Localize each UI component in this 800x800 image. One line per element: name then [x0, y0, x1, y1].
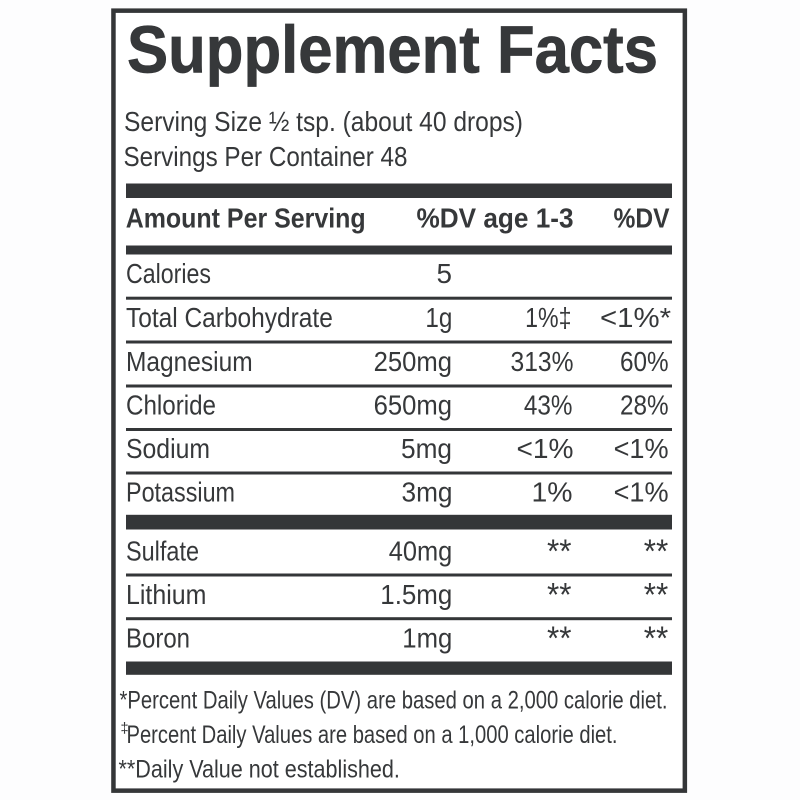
- svg-text:1%: 1%: [532, 477, 573, 508]
- svg-text:3mg: 3mg: [402, 477, 453, 508]
- svg-text:**: **: [547, 576, 572, 613]
- svg-text:**Daily Value not established.: **Daily Value not established.: [119, 755, 400, 783]
- svg-text:1%‡: 1%‡: [525, 302, 571, 333]
- svg-text:<1%: <1%: [614, 477, 669, 508]
- svg-text:40mg: 40mg: [389, 536, 453, 567]
- svg-text:1mg: 1mg: [402, 623, 452, 654]
- svg-text:60%: 60%: [620, 346, 669, 377]
- svg-text:**: **: [644, 532, 669, 569]
- svg-text:Amount Per Serving: Amount Per Serving: [126, 202, 366, 233]
- svg-text:Sodium: Sodium: [126, 433, 210, 464]
- svg-text:5mg: 5mg: [401, 433, 452, 464]
- svg-text:<1%*: <1%*: [600, 302, 671, 333]
- svg-text:43%: 43%: [524, 390, 573, 421]
- svg-text:%DV age 1-3: %DV age 1-3: [417, 202, 574, 233]
- svg-text:<1%: <1%: [614, 433, 669, 464]
- svg-text:%DV: %DV: [614, 202, 671, 233]
- svg-text:28%: 28%: [620, 390, 669, 421]
- svg-text:Potassium: Potassium: [126, 477, 235, 508]
- svg-text:Total Carbohydrate: Total Carbohydrate: [126, 302, 333, 333]
- svg-text:Calories: Calories: [126, 258, 211, 289]
- svg-text:5: 5: [437, 258, 453, 289]
- svg-text:1.5mg: 1.5mg: [380, 579, 452, 610]
- svg-text:*Percent Daily Values (DV) are: *Percent Daily Values (DV) are based on …: [120, 686, 668, 714]
- svg-text:**: **: [547, 532, 572, 569]
- svg-text:<1%: <1%: [517, 433, 574, 464]
- svg-text:‡: ‡: [121, 721, 129, 737]
- svg-text:Lithium: Lithium: [126, 579, 206, 610]
- svg-text:**: **: [547, 620, 572, 657]
- svg-text:Serving Size ½ tsp. (about 40: Serving Size ½ tsp. (about 40 drops): [124, 106, 523, 137]
- svg-text:Magnesium: Magnesium: [126, 346, 253, 377]
- svg-text:**: **: [644, 576, 669, 613]
- svg-text:1g: 1g: [425, 302, 452, 333]
- svg-text:Percent Daily Values are based: Percent Daily Values are based on a 1,00…: [127, 721, 618, 749]
- svg-text:313%: 313%: [511, 346, 574, 377]
- svg-text:Supplement Facts: Supplement Facts: [127, 13, 658, 88]
- svg-text:250mg: 250mg: [374, 346, 452, 377]
- svg-text:Servings Per Container 48: Servings Per Container 48: [124, 141, 408, 172]
- svg-text:Boron: Boron: [126, 623, 190, 654]
- svg-text:Chloride: Chloride: [126, 390, 216, 421]
- svg-text:Sulfate: Sulfate: [126, 536, 199, 567]
- svg-text:650mg: 650mg: [374, 390, 452, 421]
- svg-text:**: **: [644, 620, 669, 657]
